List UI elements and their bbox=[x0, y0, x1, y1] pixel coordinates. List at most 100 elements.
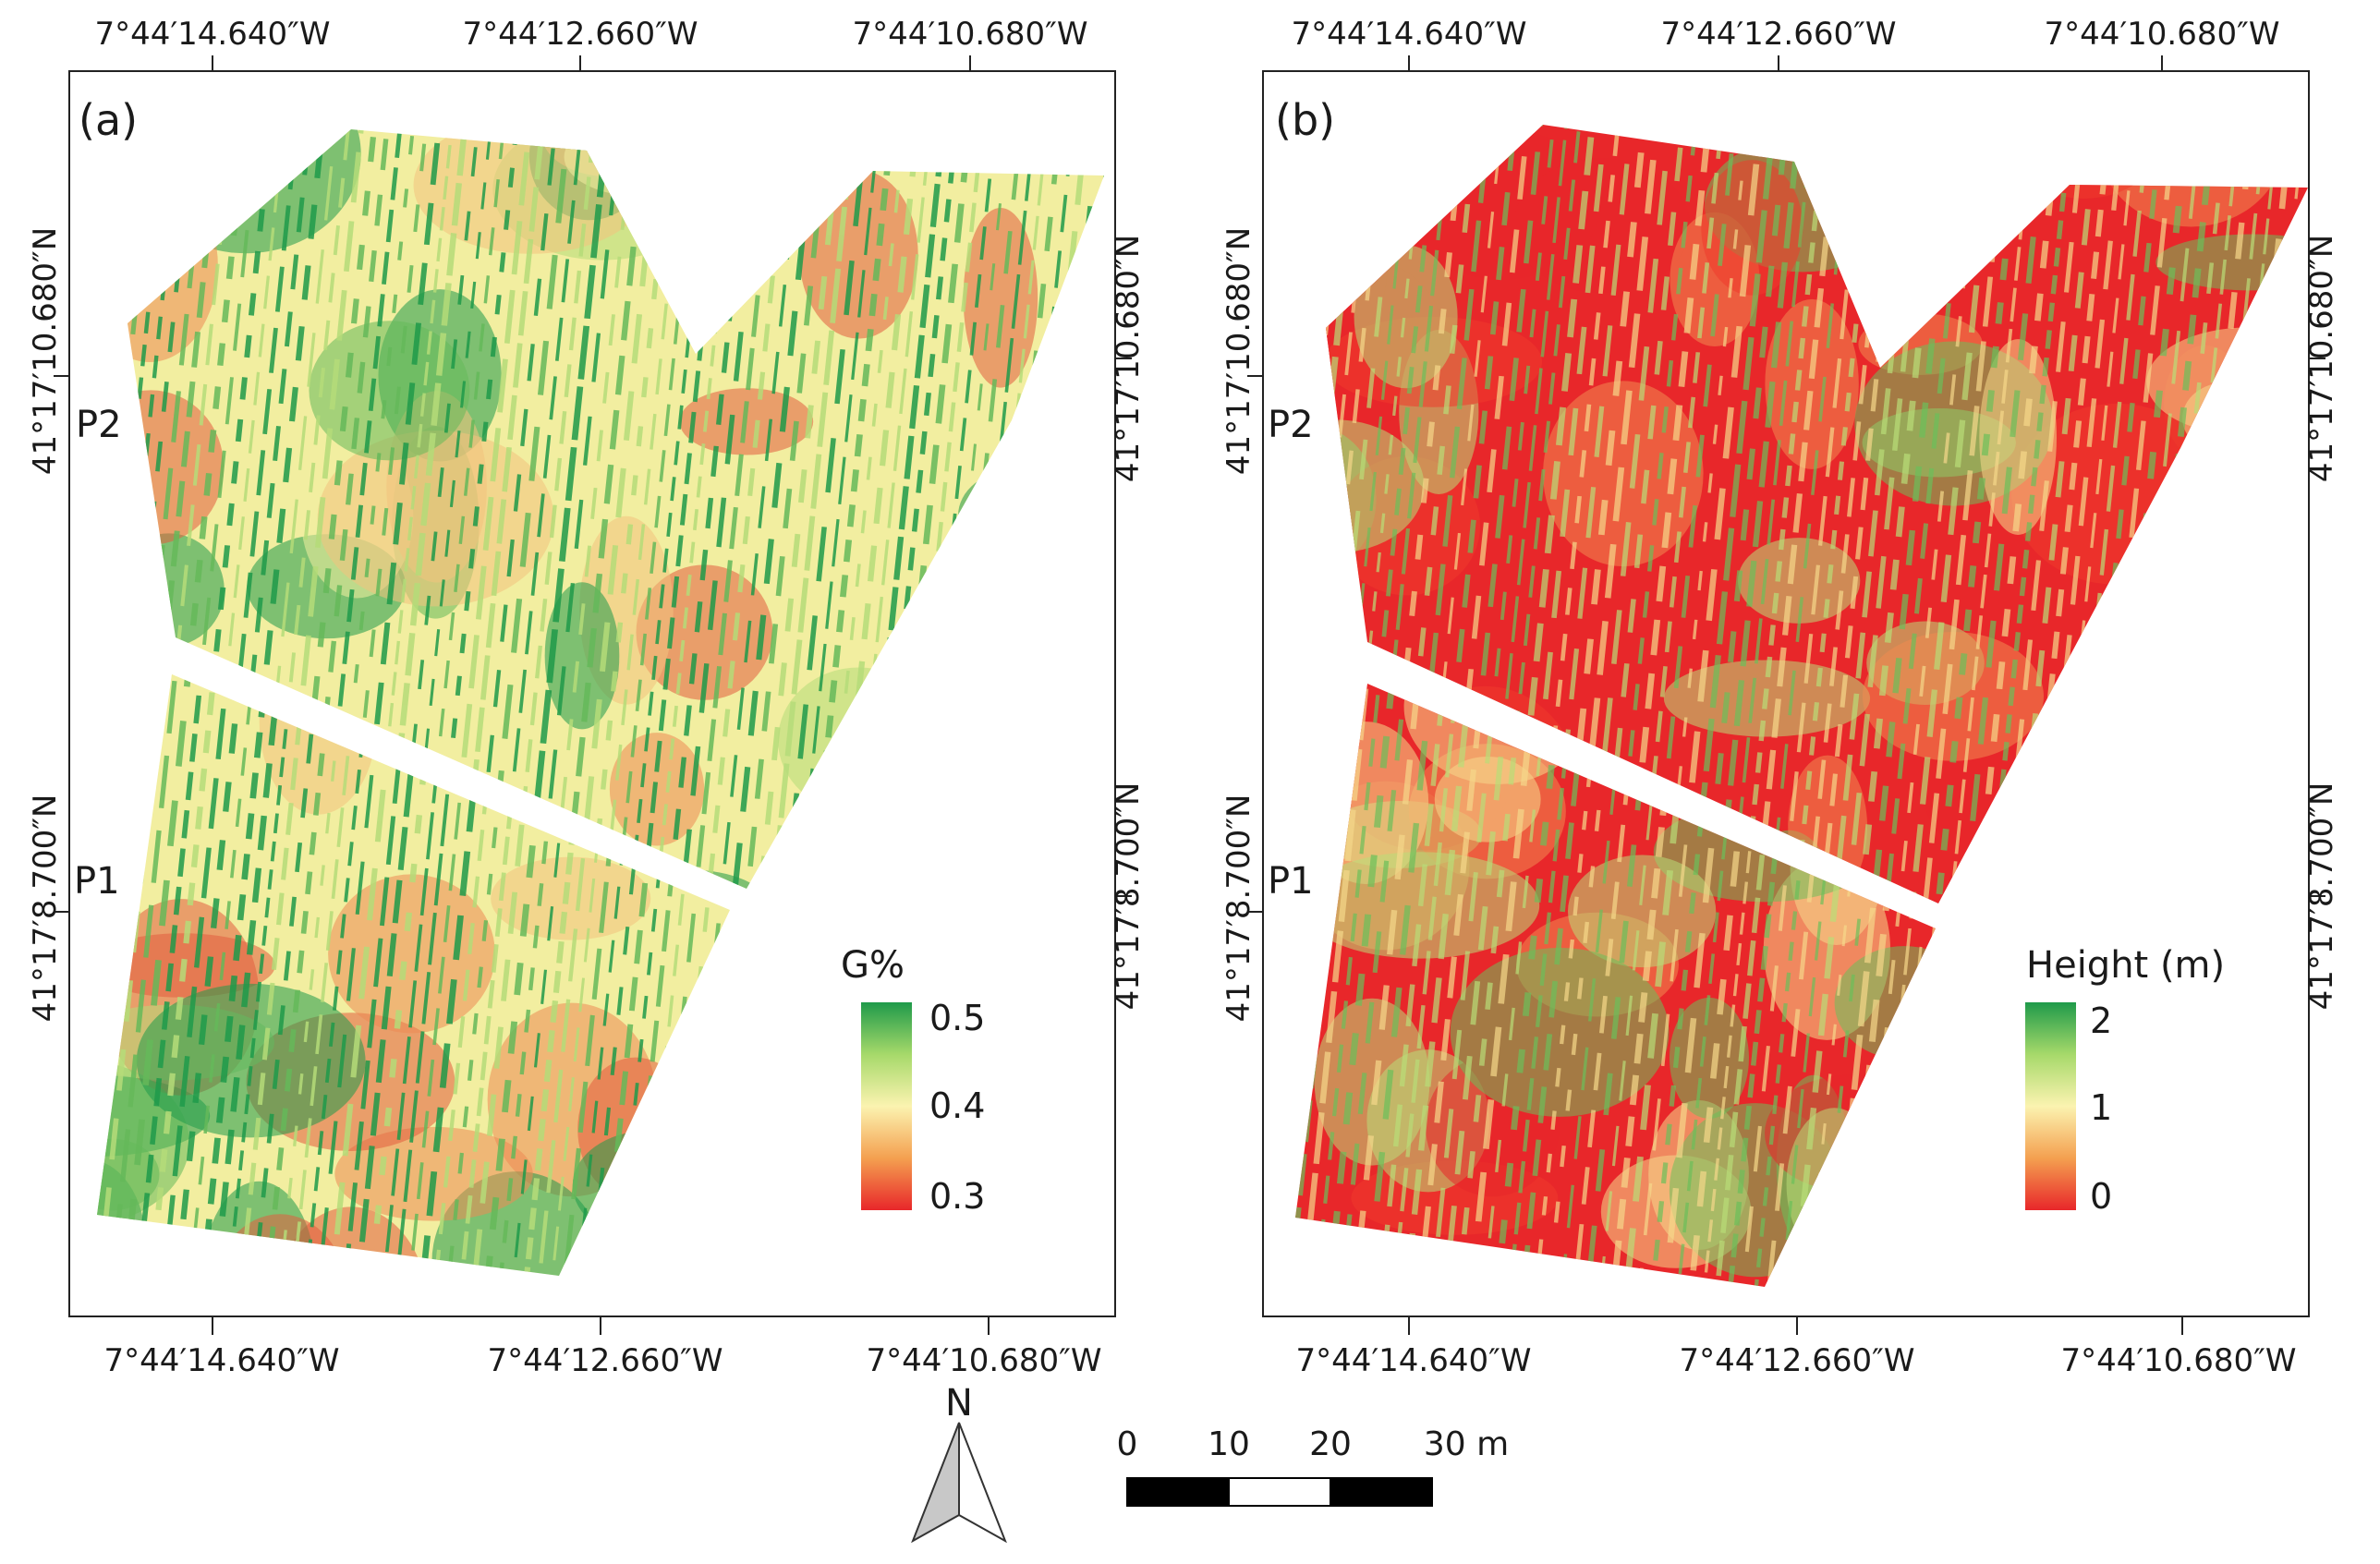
crop-row bbox=[440, 129, 577, 889]
crop-row bbox=[1905, 125, 2038, 903]
crop-row bbox=[324, 674, 459, 1276]
color-patch bbox=[317, 430, 554, 607]
legend-tick: 0.3 bbox=[929, 1176, 985, 1217]
crop-row bbox=[1439, 125, 1572, 903]
color-patch bbox=[544, 582, 620, 730]
crop-row bbox=[1529, 684, 1664, 1287]
crop-row bbox=[1463, 125, 1600, 903]
lon-label-bottom: 7°44′14.640″W bbox=[104, 1342, 340, 1379]
crop-row bbox=[738, 129, 873, 889]
crop-row bbox=[377, 129, 510, 889]
crop-row bbox=[752, 129, 885, 889]
scale-segment bbox=[1330, 1477, 1433, 1507]
crop-row bbox=[1864, 125, 2001, 903]
crop-row bbox=[584, 129, 717, 889]
crop-row bbox=[325, 129, 458, 889]
scale-label: 20 bbox=[1309, 1425, 1352, 1463]
legend-b: Height (m) 2 1 0 bbox=[2025, 944, 2225, 1217]
lat-label-right: 41°17′8.700″N bbox=[1110, 782, 1147, 1011]
crop-row bbox=[1555, 125, 1690, 903]
crop-row bbox=[428, 129, 563, 889]
crop-row bbox=[1709, 125, 1846, 903]
lat-label-left: 41°17′10.680″N bbox=[1220, 227, 1257, 475]
panel-label: (a) bbox=[79, 95, 138, 145]
lon-label-bottom: 7°44′12.660″W bbox=[1680, 1342, 1915, 1379]
crop-row bbox=[104, 674, 239, 1276]
crop-row bbox=[1516, 684, 1651, 1287]
crop-row bbox=[1685, 125, 1818, 903]
crop-row bbox=[1787, 684, 1924, 1287]
crop-row bbox=[130, 674, 265, 1276]
lat-label-left: 41°17′8.700″N bbox=[1220, 794, 1257, 1023]
crop-row bbox=[1878, 125, 2013, 903]
crop-row bbox=[1490, 125, 1625, 903]
crop-row bbox=[1890, 125, 2027, 903]
crop-row bbox=[479, 129, 615, 889]
crop-row bbox=[674, 129, 808, 889]
color-patch bbox=[1354, 245, 1458, 389]
north-arrow-label: N bbox=[945, 1382, 973, 1425]
lon-label-top: 7°44′10.680″W bbox=[2045, 16, 2280, 53]
plot-label-p1: P1 bbox=[74, 860, 120, 903]
crop-row bbox=[2021, 125, 2155, 903]
north-arrow-left-half bbox=[911, 1422, 960, 1544]
crop-row bbox=[699, 129, 834, 889]
crop-row bbox=[1840, 125, 1974, 903]
scale-segment bbox=[1126, 1477, 1230, 1507]
legend-tick: 0.4 bbox=[929, 1085, 985, 1126]
crop-row bbox=[1697, 125, 1832, 903]
crop-row bbox=[414, 674, 551, 1276]
crop-row bbox=[1489, 684, 1626, 1287]
crop-row bbox=[299, 129, 432, 889]
lat-label-right: 41°17′10.680″N bbox=[1110, 235, 1147, 482]
panel-b: (b) 7°44′14.640″W 7°44′12.660″W 7°44′10.… bbox=[1220, 16, 2340, 1379]
crop-row bbox=[1619, 684, 1755, 1287]
crop-row bbox=[1412, 684, 1548, 1287]
scale-bar: 0 10 20 30 m bbox=[1117, 1425, 1509, 1507]
panel-a: (a) 7°44′14.640″W 7°44′12.660″W 7°44′10.… bbox=[27, 16, 1147, 1379]
crop-row bbox=[1670, 125, 1807, 903]
crop-row bbox=[142, 674, 279, 1276]
scale-label: 0 bbox=[1117, 1425, 1138, 1463]
crop-row bbox=[116, 674, 253, 1276]
plot-label-p1: P1 bbox=[1268, 860, 1314, 903]
color-patch bbox=[1669, 997, 1749, 1119]
lat-label-right: 41°17′10.680″N bbox=[2303, 235, 2340, 482]
lon-label-top: 7°44′12.660″W bbox=[463, 16, 698, 53]
crop-row bbox=[311, 129, 446, 889]
legend-tick: 0.5 bbox=[929, 998, 985, 1038]
lon-label-bottom: 7°44′10.680″W bbox=[2061, 1342, 2297, 1379]
legend-tick: 1 bbox=[2090, 1087, 2112, 1128]
lat-label-left: 41°17′10.680″N bbox=[27, 227, 64, 475]
crop-row bbox=[725, 129, 860, 889]
crop-row bbox=[1956, 125, 2091, 903]
crop-row bbox=[1658, 125, 1793, 903]
plot-label-p2: P2 bbox=[1268, 404, 1314, 446]
crop-row bbox=[260, 674, 395, 1276]
crop-row bbox=[1375, 125, 1508, 903]
lon-label-bottom: 7°44′14.640″W bbox=[1296, 1342, 1532, 1379]
scale-segment bbox=[1228, 1477, 1331, 1507]
crop-row bbox=[1542, 125, 1677, 903]
crop-row bbox=[1426, 684, 1560, 1287]
color-patch bbox=[1434, 757, 1541, 843]
crop-row bbox=[804, 129, 937, 889]
crop-row bbox=[544, 129, 679, 889]
crop-row bbox=[571, 674, 704, 1276]
color-patch bbox=[1979, 339, 2057, 535]
crop-row bbox=[531, 129, 666, 889]
crop-row bbox=[1724, 125, 1857, 903]
crop-row bbox=[402, 129, 537, 889]
crop-row bbox=[492, 129, 627, 889]
crop-row bbox=[506, 674, 639, 1276]
legend-colorbar bbox=[861, 1002, 912, 1210]
crop-row bbox=[364, 129, 497, 889]
lat-label-right: 41°17′8.700″N bbox=[2303, 782, 2340, 1011]
crop-row bbox=[1568, 125, 1703, 903]
legend-tick: 0 bbox=[2090, 1176, 2112, 1217]
crop-row bbox=[234, 674, 369, 1276]
crop-row bbox=[1326, 125, 1430, 903]
crop-row bbox=[517, 129, 654, 889]
crop-row bbox=[351, 129, 484, 889]
